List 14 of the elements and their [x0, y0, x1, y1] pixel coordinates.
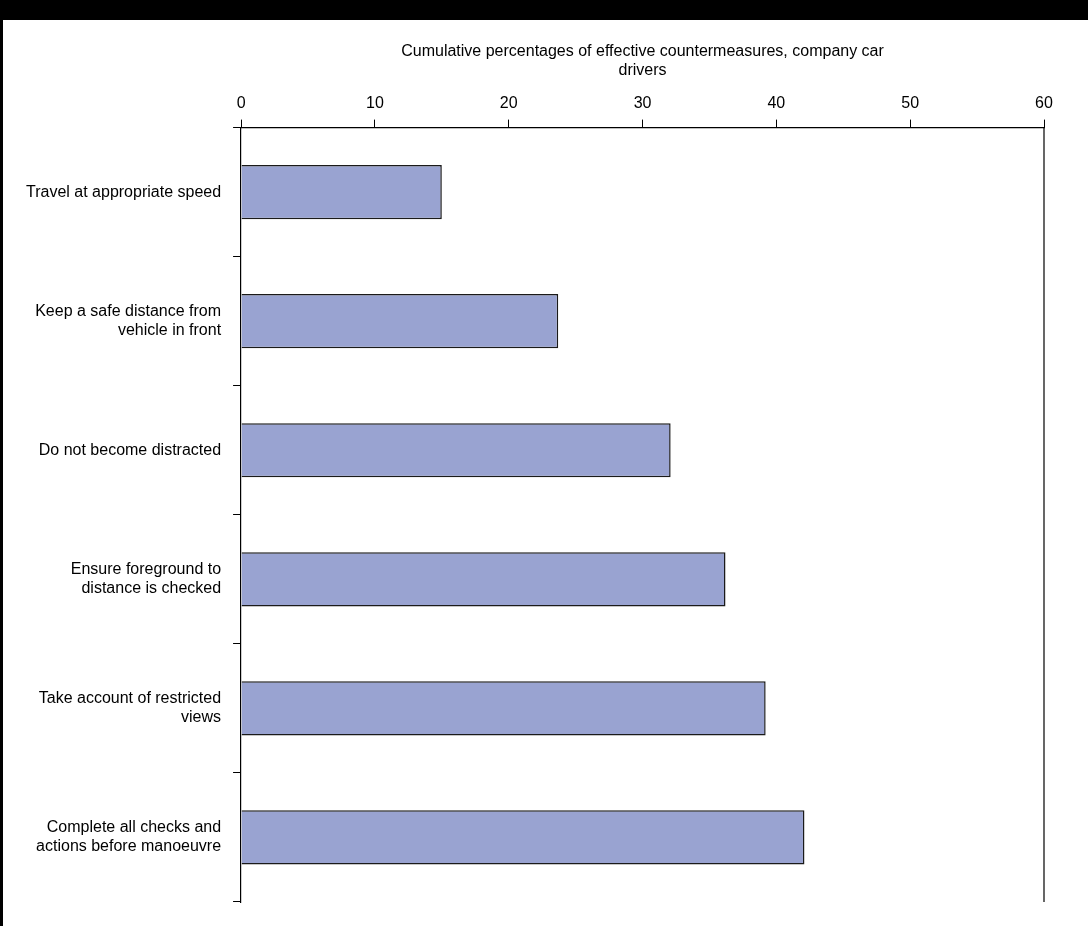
x-tick-label: 40	[767, 94, 786, 112]
x-tick-label: 60	[1035, 94, 1053, 112]
y-tick-label: Take account of restricted views	[38, 689, 222, 726]
y-tick-label: Keep a safe distance from vehicle in front	[35, 302, 222, 339]
y-tick-label: Travel at appropriate speed	[26, 182, 222, 200]
x-tick-label: 10	[366, 94, 384, 112]
x-tick-label: 50	[901, 94, 920, 112]
x-tick-label: 20	[499, 94, 518, 112]
x-axis-title: Cumulative percentages of effective countermeasures, company car drivers	[401, 42, 885, 79]
x-tick-label: 0	[236, 94, 246, 112]
y-tick-label: Ensure foreground to distance is checked	[70, 560, 222, 597]
y-tick-label: Do not become distracted	[38, 440, 222, 458]
x-tick-label: 30	[633, 94, 652, 112]
y-tick-label: Complete all checks and actions before manoeuvre	[36, 818, 222, 855]
